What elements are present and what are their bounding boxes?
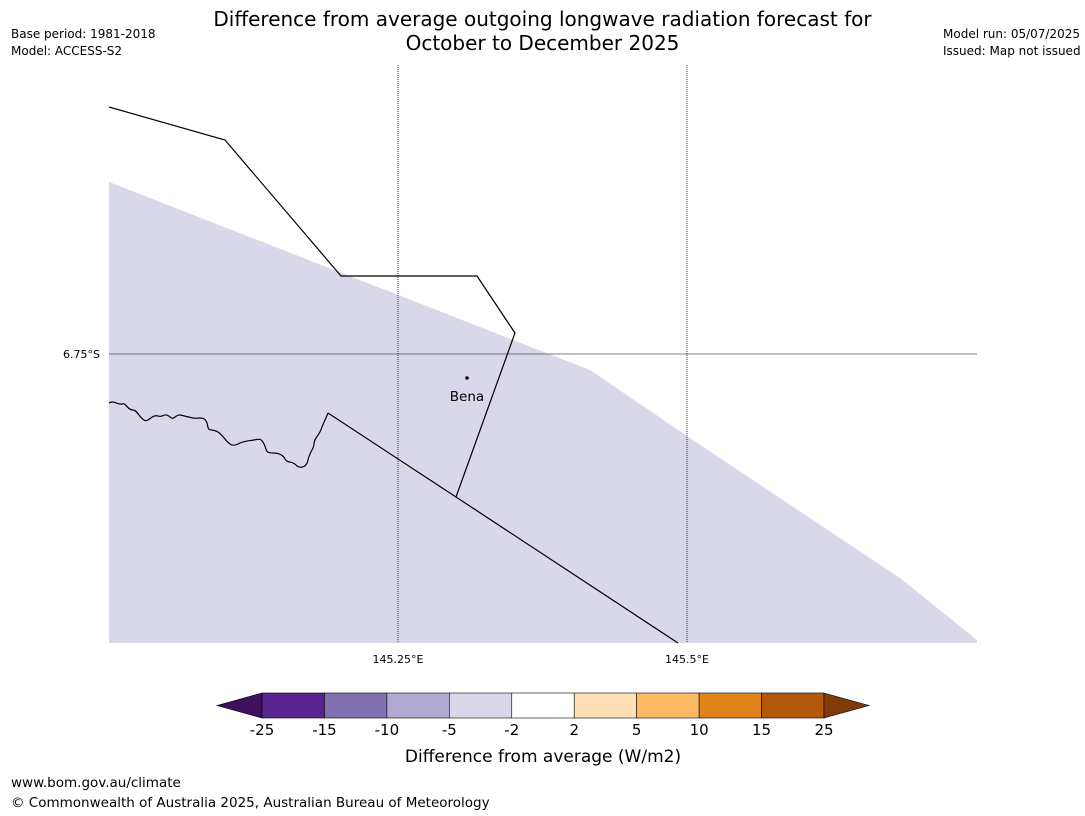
colorbar: -25 -15 -10 -5 -2 2 5 10 15 25 — [215, 692, 871, 739]
colorbar-tick-label: -15 — [312, 721, 337, 739]
lon-label-2: 145.5°E — [665, 653, 709, 666]
colorbar-extend-high — [823, 692, 871, 719]
colorbar-segment — [698, 692, 762, 719]
colorbar-segment — [386, 692, 450, 719]
colorbar-segment — [261, 692, 325, 719]
colorbar-tick-label: -10 — [375, 721, 400, 739]
footer-url: www.bom.gov.au/climate — [11, 775, 181, 791]
colorbar-tick-label: 10 — [690, 721, 709, 739]
colorbar-segment — [761, 692, 825, 719]
model-name: Model: ACCESS-S2 — [11, 44, 123, 58]
colorbar-tick-label: -25 — [250, 721, 275, 739]
chart-title: Difference from average outgoing longwav… — [0, 7, 1085, 55]
colorbar-tick-label: 25 — [814, 721, 833, 739]
town-label: Bena — [450, 389, 484, 405]
issued-status: Issued: Map not issued — [943, 44, 1081, 58]
province-boundary-south — [327, 412, 679, 644]
colorbar-label: Difference from average (W/m2) — [405, 747, 681, 767]
base-period: Base period: 1981-2018 — [11, 27, 156, 41]
meta-right: Model run: 05/07/2025 Issued: Map not is… — [943, 26, 1081, 60]
colorbar-tick-label: -5 — [442, 721, 457, 739]
colorbar-tick-label: -2 — [504, 721, 519, 739]
lon-label-1: 145.25°E — [373, 653, 424, 666]
footer-copyright: © Commonwealth of Australia 2025, Austra… — [11, 795, 490, 811]
colorbar-segment — [511, 692, 575, 719]
colorbar-segment — [573, 692, 637, 719]
colorbar-extend-low — [215, 692, 263, 719]
colorbar-segment — [324, 692, 388, 719]
model-run: Model run: 05/07/2025 — [943, 27, 1081, 41]
colorbar-tick-label: 15 — [752, 721, 771, 739]
colorbar-segment — [636, 692, 700, 719]
town-dot — [465, 376, 469, 380]
shaded-region — [109, 182, 977, 643]
lat-label: 6.75°S — [63, 348, 100, 361]
coastline — [108, 401, 329, 468]
province-boundary — [108, 106, 516, 498]
colorbar-segment — [449, 692, 513, 719]
colorbar-tick-label: 2 — [569, 721, 579, 739]
title-line-1: Difference from average outgoing longwav… — [213, 7, 872, 31]
meta-left: Base period: 1981-2018 Model: ACCESS-S2 — [11, 26, 156, 60]
title-line-2: October to December 2025 — [405, 31, 680, 55]
colorbar-tick-label: 5 — [632, 721, 642, 739]
